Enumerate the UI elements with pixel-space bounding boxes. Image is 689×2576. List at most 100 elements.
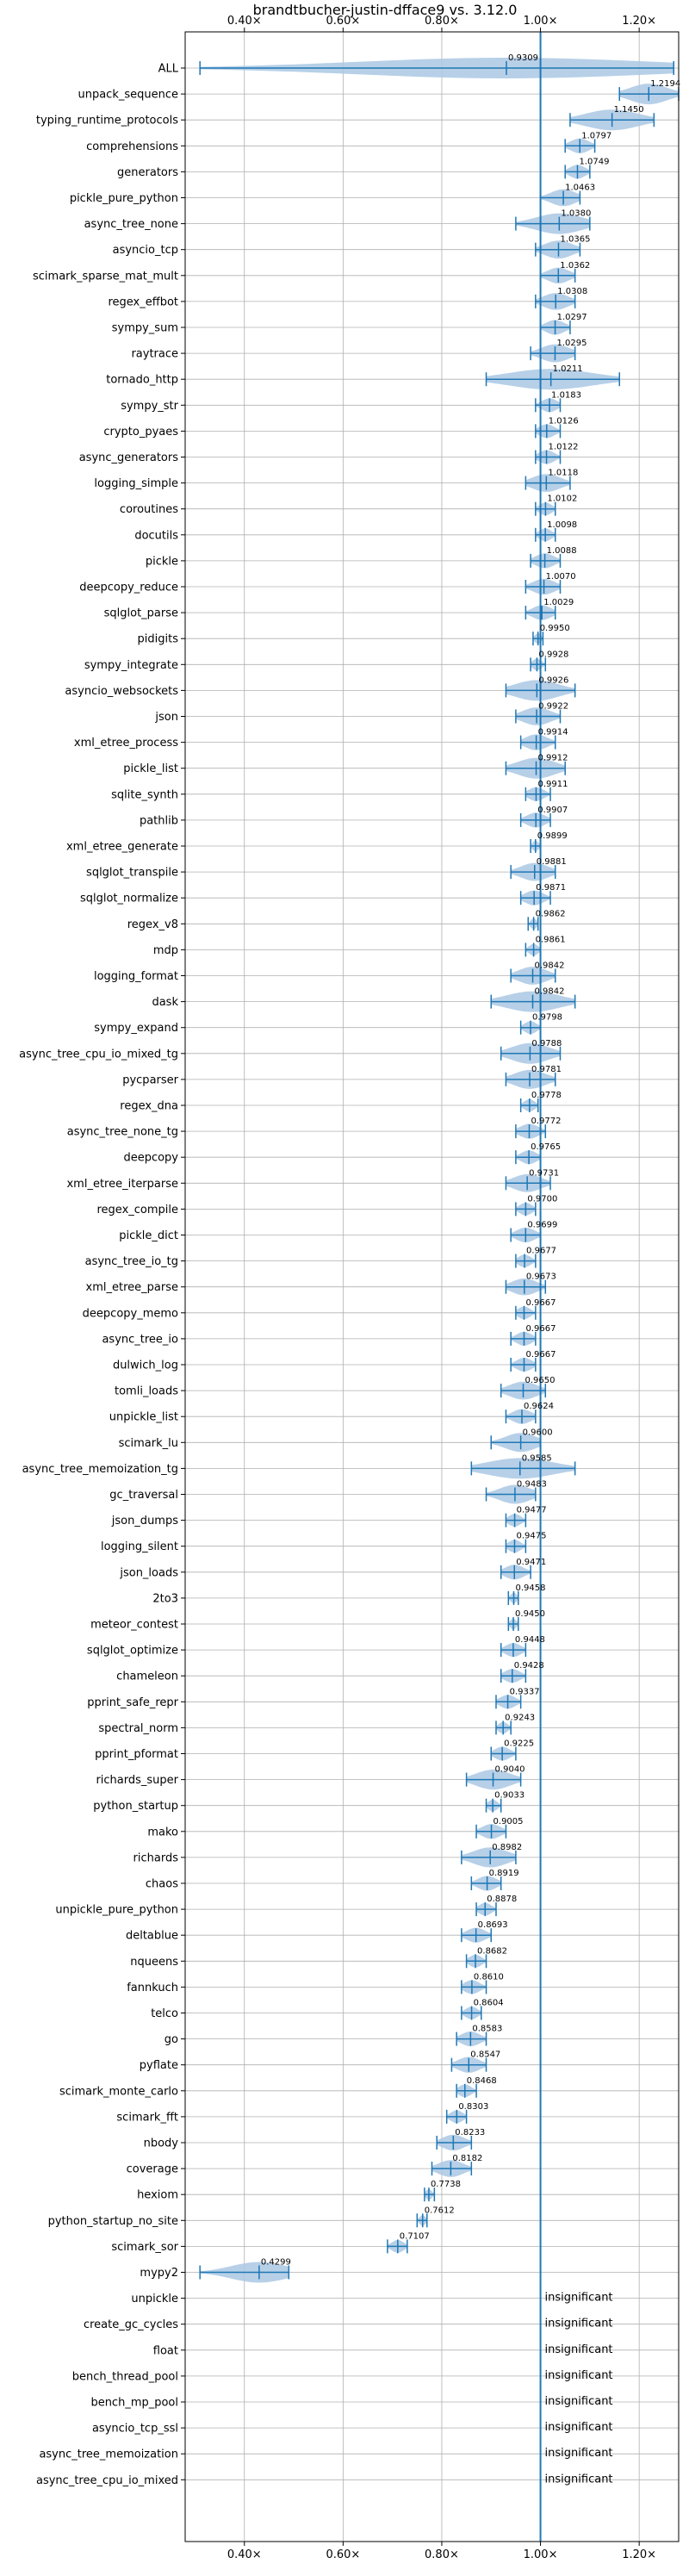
category-label: json_loads — [119, 1566, 178, 1579]
value-label: 0.9585 — [522, 1453, 552, 1463]
chart-title: brandtbucher-justin-dfface9 vs. 3.12.0 — [253, 2, 518, 18]
value-label: 0.9673 — [526, 1272, 556, 1282]
category-label: dulwich_log — [113, 1360, 178, 1372]
category-label: sympy_str — [121, 400, 178, 413]
x-tick-label-bottom: 0.80× — [425, 2548, 459, 2561]
value-label: 0.9871 — [536, 883, 566, 893]
value-label: 0.9731 — [529, 1168, 559, 1178]
category-label: docutils — [134, 529, 178, 542]
category-label: go — [164, 2033, 178, 2046]
value-label: 0.9699 — [527, 1221, 557, 1230]
category-label: pathlib — [140, 814, 178, 827]
category-label: chameleon — [116, 1671, 178, 1683]
value-label: 0.8182 — [452, 2154, 482, 2163]
value-label: 1.0365 — [560, 235, 590, 245]
category-label: bench_mp_pool — [90, 2397, 178, 2410]
category-label: unpack_sequence — [78, 89, 178, 102]
value-label: 0.4299 — [261, 2258, 291, 2268]
value-label: 1.0297 — [557, 313, 587, 322]
value-label: 0.9458 — [516, 1584, 546, 1593]
plot-frame — [184, 31, 680, 2542]
category-label: pickle_dict — [119, 1229, 178, 1242]
value-label: 0.9677 — [526, 1247, 556, 1256]
category-label: typing_runtime_protocols — [36, 115, 178, 128]
value-label: 0.9798 — [532, 1013, 562, 1023]
value-label: 0.9243 — [505, 1713, 535, 1722]
category-label: asyncio_tcp — [113, 244, 178, 257]
value-label: 1.0122 — [549, 443, 579, 452]
category-label: logging_format — [94, 970, 178, 983]
category-label: pycparser — [122, 1073, 178, 1086]
category-label: deepcopy — [123, 1152, 178, 1165]
category-label: create_gc_cycles — [84, 2318, 178, 2331]
insignificant-label: insignificant — [545, 2292, 613, 2305]
category-label: dask — [152, 996, 178, 1009]
category-label: sqlglot_normalize — [80, 893, 178, 905]
value-label: 0.9450 — [515, 1609, 545, 1619]
category-label: json_dumps — [111, 1515, 178, 1528]
value-label: 0.9667 — [525, 1324, 556, 1334]
value-label: 0.9950 — [540, 624, 570, 633]
category-label: float — [153, 2344, 178, 2357]
insignificant-label: insignificant — [545, 2447, 613, 2460]
value-label: 0.8604 — [474, 1999, 504, 2008]
value-label: 0.8919 — [489, 1869, 519, 1878]
value-label: 0.9448 — [515, 1635, 545, 1645]
category-label: hexiom — [137, 2189, 178, 2202]
category-label: async_tree_io_tg — [85, 1255, 178, 1268]
value-label: 1.0211 — [553, 364, 583, 374]
value-label: 0.9667 — [525, 1350, 556, 1360]
x-tick-label-bottom: 0.40× — [227, 2548, 262, 2561]
category-label: scimark_monte_carlo — [59, 2085, 178, 2098]
x-tick-label-bottom: 1.20× — [622, 2548, 656, 2561]
value-label: 0.8693 — [478, 1920, 508, 1930]
category-label: async_tree_cpu_io_mixed_tg — [19, 1048, 178, 1061]
value-label: 0.9772 — [531, 1117, 561, 1126]
value-label: 0.9842 — [535, 987, 565, 997]
category-label: crypto_pyaes — [103, 426, 178, 439]
value-label: 1.0126 — [549, 416, 579, 426]
x-tick-label-top: 1.20× — [622, 15, 656, 28]
category-label: pprint_safe_repr — [87, 1696, 178, 1709]
value-label: 0.9700 — [527, 1194, 557, 1204]
value-label: 0.9778 — [531, 1091, 562, 1100]
category-label: scimark_fft — [116, 2111, 178, 2124]
category-label: deepcopy_reduce — [79, 582, 178, 594]
category-label: json — [154, 711, 178, 724]
category-label: pickle_list — [123, 762, 178, 775]
value-label: 0.9765 — [531, 1142, 561, 1152]
value-label: 0.9788 — [531, 1039, 562, 1048]
category-label: coverage — [127, 2163, 178, 2176]
category-label: coroutines — [120, 503, 178, 516]
category-label: mdp — [153, 944, 178, 957]
value-label: 1.0098 — [547, 520, 577, 530]
category-label: sympy_sum — [112, 322, 178, 335]
value-label: 0.8303 — [458, 2102, 488, 2112]
category-label: telco — [151, 2007, 178, 2020]
category-label: async_tree_memoization — [39, 2448, 178, 2461]
category-label: nbody — [144, 2137, 179, 2150]
category-label: asyncio_tcp_ssl — [92, 2423, 178, 2436]
category-label: scimark_sor — [111, 2241, 178, 2254]
x-tick-label-bottom: 1.00× — [524, 2548, 558, 2561]
category-label: async_tree_none — [84, 218, 178, 231]
value-label: 0.7612 — [425, 2206, 455, 2215]
value-label: 0.9862 — [536, 909, 566, 918]
value-label: 1.0102 — [547, 495, 577, 504]
category-label: pickle — [146, 555, 178, 568]
value-label: 0.8878 — [487, 1895, 517, 1904]
value-label: 0.9005 — [493, 1817, 524, 1826]
value-label: 1.0295 — [556, 339, 587, 348]
category-label: scimark_sparse_mat_mult — [33, 270, 178, 283]
category-label: asyncio_websockets — [65, 685, 178, 698]
value-label: 0.8982 — [492, 1843, 522, 1852]
value-label: 0.7738 — [431, 2180, 461, 2189]
value-label: 1.0118 — [548, 469, 578, 478]
value-label: 0.9911 — [537, 780, 568, 789]
category-label: gc_traversal — [109, 1489, 178, 1502]
category-label: fannkuch — [127, 1982, 178, 1994]
value-label: 1.0797 — [581, 131, 611, 140]
bar-layer — [199, 32, 680, 2542]
category-label: generators — [117, 166, 178, 179]
value-label: 0.9033 — [494, 1791, 525, 1801]
